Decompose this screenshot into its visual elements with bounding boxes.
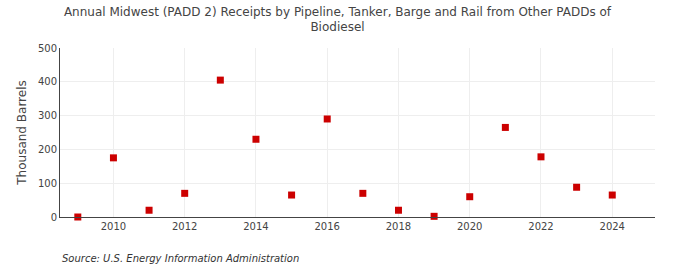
svg-text:2016: 2016: [314, 221, 339, 232]
svg-text:2022: 2022: [528, 221, 553, 232]
svg-text:2018: 2018: [386, 221, 411, 232]
svg-text:2012: 2012: [172, 221, 197, 232]
svg-text:200: 200: [38, 144, 57, 155]
svg-text:100: 100: [38, 178, 57, 189]
svg-text:Source: U.S. Energy Informatio: Source: U.S. Energy Information Administ…: [62, 253, 299, 264]
svg-text:2024: 2024: [600, 221, 625, 232]
svg-text:Thousand Barrels: Thousand Barrels: [15, 80, 29, 185]
svg-text:2010: 2010: [101, 221, 126, 232]
svg-text:0: 0: [51, 212, 57, 223]
svg-text:Annual Midwest (PADD 2) Receip: Annual Midwest (PADD 2) Receipts by Pipe…: [64, 5, 612, 35]
svg-text:300: 300: [38, 110, 57, 121]
svg-text:2020: 2020: [457, 221, 482, 232]
svg-text:2014: 2014: [243, 221, 268, 232]
svg-text:400: 400: [38, 76, 57, 87]
svg-text:500: 500: [38, 43, 57, 54]
